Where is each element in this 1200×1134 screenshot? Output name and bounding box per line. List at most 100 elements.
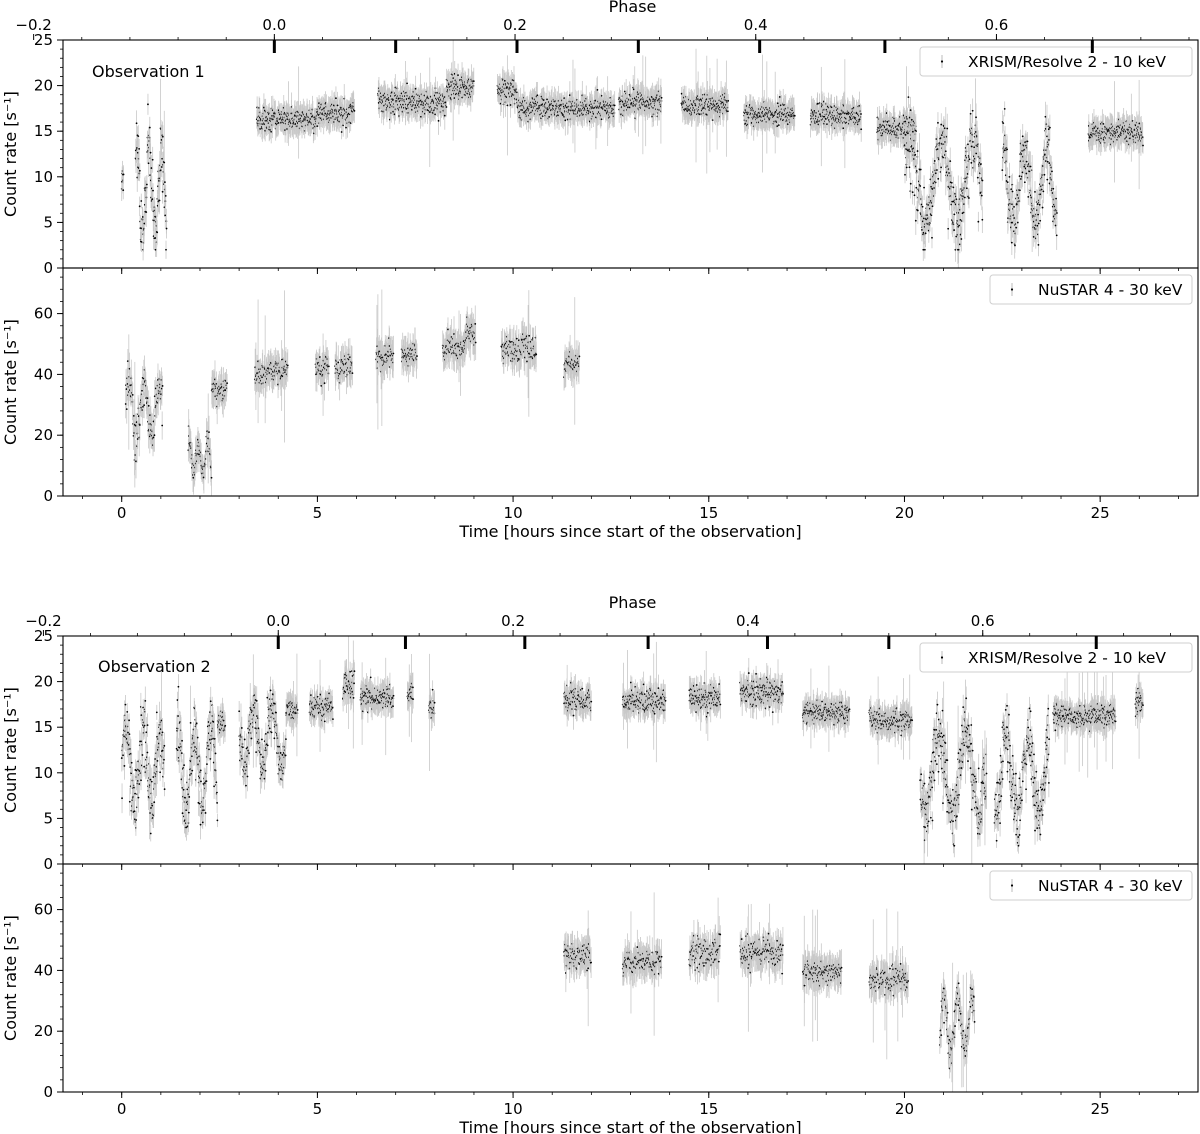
data-segment xyxy=(120,160,125,202)
data-point xyxy=(392,110,395,113)
data-point xyxy=(913,194,916,197)
data-point xyxy=(405,107,408,110)
data-point xyxy=(930,214,933,217)
data-point xyxy=(909,150,911,153)
data-point xyxy=(826,123,828,126)
data-point xyxy=(426,109,429,111)
data-point xyxy=(946,127,949,130)
data-segment xyxy=(496,55,518,156)
data-point xyxy=(952,200,955,203)
data-point xyxy=(141,216,144,218)
data-point xyxy=(138,169,141,172)
data-point xyxy=(922,231,925,234)
data-point xyxy=(940,123,943,126)
data-point xyxy=(151,198,154,201)
data-point xyxy=(139,227,142,230)
data-point xyxy=(776,102,779,105)
data-point xyxy=(563,97,566,100)
data-point xyxy=(140,200,143,202)
data-point xyxy=(138,147,141,150)
data-point xyxy=(542,99,545,101)
data-point xyxy=(345,126,347,129)
data-point xyxy=(145,183,148,186)
data-point xyxy=(924,232,927,235)
data-point xyxy=(151,158,154,161)
data-segment xyxy=(134,78,168,261)
data-point xyxy=(936,169,938,171)
data-point xyxy=(154,248,157,251)
data-segment xyxy=(255,66,319,159)
data-point xyxy=(148,126,151,129)
data-point xyxy=(953,229,956,231)
data-point xyxy=(933,160,936,162)
data-point xyxy=(472,80,475,83)
data-point xyxy=(944,150,947,153)
data-point xyxy=(564,119,567,122)
data-point xyxy=(160,166,163,168)
data-point xyxy=(121,180,123,183)
data-point xyxy=(270,130,273,133)
data-point xyxy=(860,113,862,115)
data-point xyxy=(921,205,924,208)
data-point xyxy=(660,96,663,99)
data-point xyxy=(158,180,160,182)
data-point xyxy=(452,77,455,80)
data-point xyxy=(907,96,910,99)
data-point xyxy=(971,109,974,112)
data-point xyxy=(967,143,969,146)
data-point xyxy=(164,194,167,197)
data-point xyxy=(910,118,913,121)
data-segment xyxy=(680,48,730,174)
data-point xyxy=(137,135,140,138)
data-point xyxy=(923,186,925,189)
data-point xyxy=(548,115,551,118)
data-point xyxy=(975,116,977,119)
data-point xyxy=(958,224,961,227)
data-point xyxy=(277,122,280,124)
data-point xyxy=(393,113,396,116)
data-point xyxy=(140,240,143,243)
data-point xyxy=(414,87,417,90)
data-point xyxy=(145,211,148,213)
data-point xyxy=(546,98,548,101)
data-point xyxy=(936,148,939,151)
data-point xyxy=(955,235,958,238)
data-points-xrism xyxy=(120,40,1144,268)
data-point xyxy=(976,176,979,179)
data-point xyxy=(122,173,125,176)
data-point xyxy=(942,156,945,159)
data-point xyxy=(437,119,440,122)
data-point xyxy=(950,203,953,206)
data-point xyxy=(158,199,161,202)
data-point xyxy=(726,110,729,113)
data-point xyxy=(503,79,506,82)
data-point xyxy=(916,150,919,152)
data-point xyxy=(793,114,796,117)
data-point xyxy=(147,103,149,106)
data-point xyxy=(165,248,167,251)
data-point xyxy=(922,248,925,251)
data-point xyxy=(159,169,162,172)
data-point xyxy=(904,173,906,176)
data-point xyxy=(948,172,951,174)
data-point xyxy=(150,167,153,169)
data-point xyxy=(420,115,422,118)
data-point xyxy=(445,106,448,108)
data-point xyxy=(965,187,968,190)
data-point xyxy=(156,231,159,234)
data-point xyxy=(931,236,933,239)
data-point xyxy=(135,122,138,125)
data-point xyxy=(949,160,952,163)
data-point xyxy=(940,134,943,137)
data-point xyxy=(154,237,157,239)
data-segment xyxy=(516,59,616,153)
data-point xyxy=(143,222,146,225)
data-segment xyxy=(809,59,863,169)
data-point xyxy=(316,125,319,128)
data-point xyxy=(860,128,863,131)
data-point xyxy=(335,97,337,100)
data-point xyxy=(152,189,154,192)
data-point xyxy=(136,151,139,154)
